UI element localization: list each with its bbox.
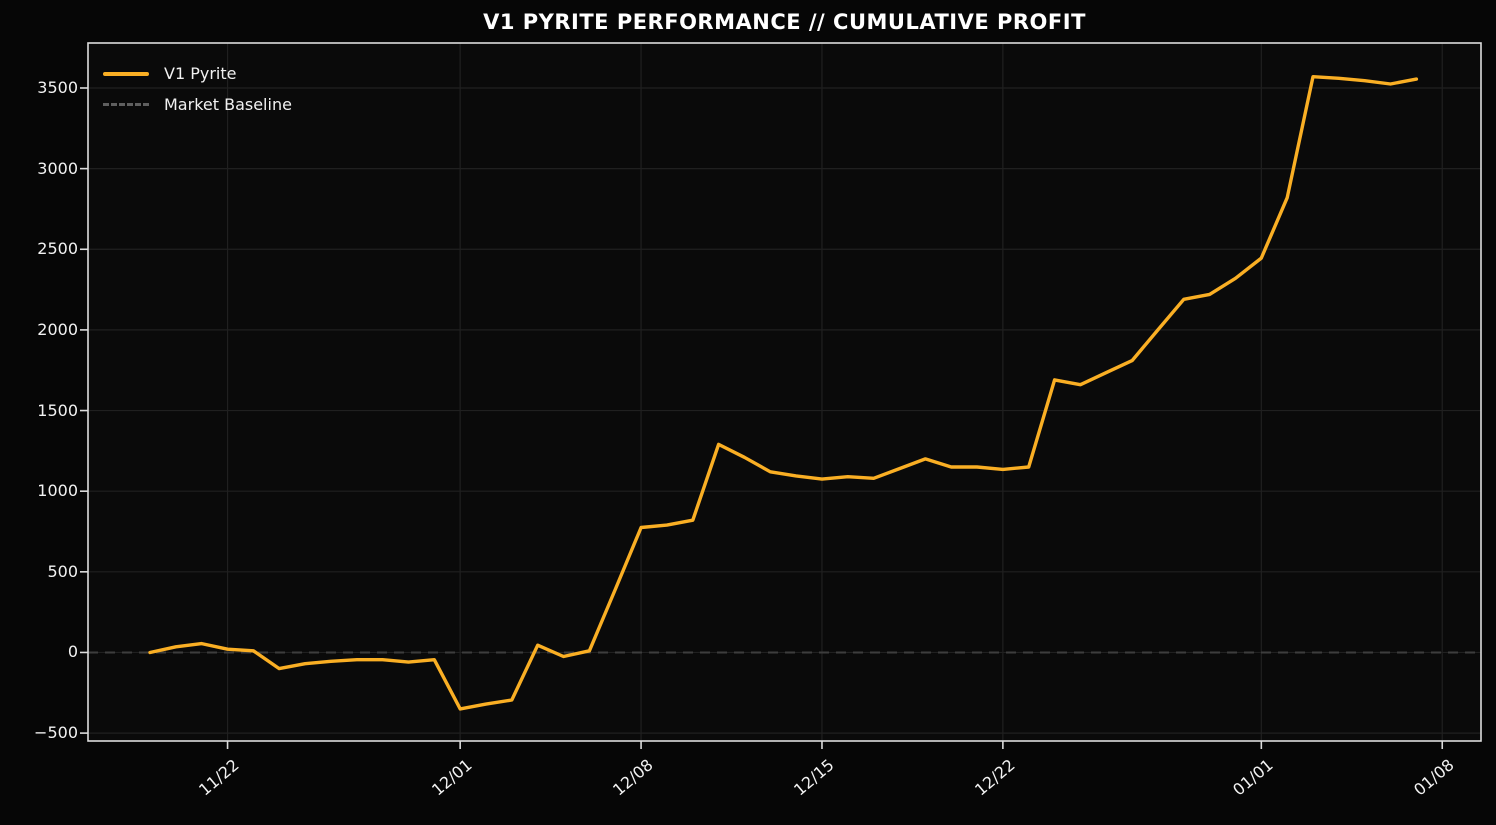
chart-legend: V1 Pyrite Market Baseline <box>103 58 292 120</box>
y-tick-label: −500 <box>34 723 78 743</box>
y-tick-label: 2000 <box>37 319 78 339</box>
y-tick-label: 1500 <box>37 400 78 420</box>
legend-dashed-line-sample <box>103 103 149 106</box>
y-tick-label: 2500 <box>37 239 78 259</box>
y-tick-label: 0 <box>67 642 78 662</box>
legend-item-market-baseline: Market Baseline <box>103 89 292 120</box>
v1-pyrite-line <box>148 74 1419 711</box>
y-tick-label: 1000 <box>37 481 78 501</box>
legend-solid-line-sample <box>103 71 149 76</box>
y-tick-label: 500 <box>47 561 78 581</box>
legend-label-market-baseline: Market Baseline <box>164 95 292 114</box>
legend-item-v1-pyrite: V1 Pyrite <box>103 58 292 89</box>
y-tick-label: 3000 <box>37 158 78 178</box>
chart-title: V1 PYRITE PERFORMANCE // CUMULATIVE PROF… <box>483 10 1086 34</box>
plot-area-background <box>88 43 1481 741</box>
legend-label-v1-pyrite: V1 Pyrite <box>164 64 237 83</box>
axes-spines <box>87 42 1482 742</box>
y-tick-label: 3500 <box>37 77 78 97</box>
